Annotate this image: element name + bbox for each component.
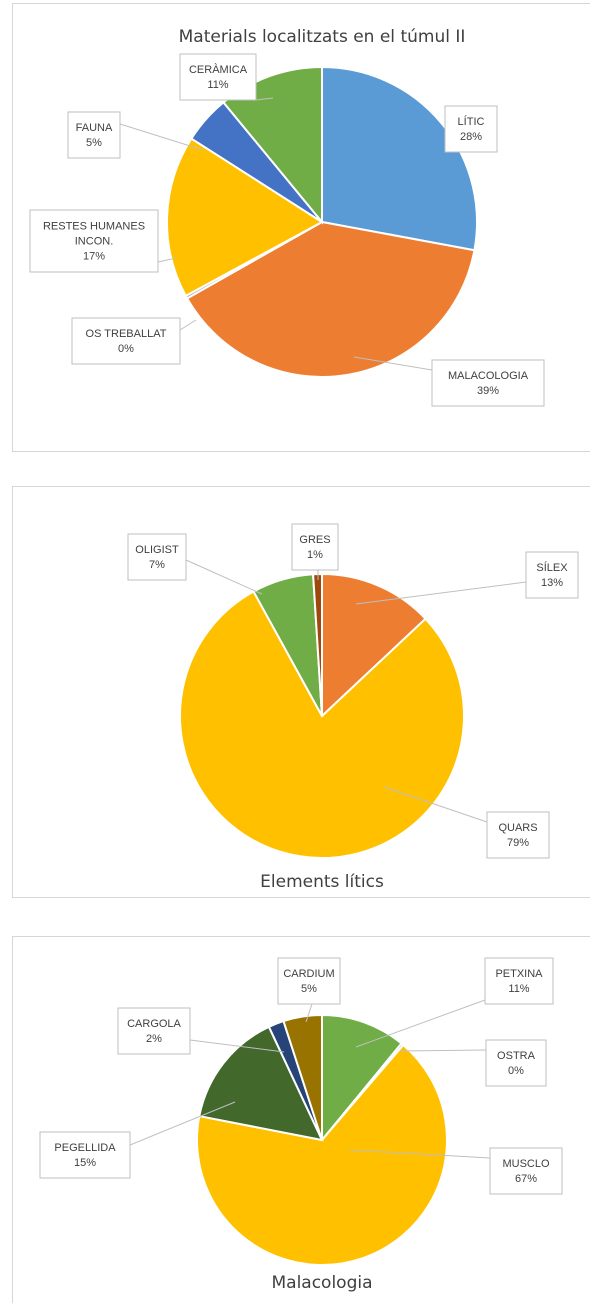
pie-slice-pegellida <box>198 1025 324 1142</box>
leader-line <box>305 1003 313 1023</box>
chart-title: Elements lítics <box>260 872 384 892</box>
data-label-ostra: OSTRA 0% <box>399 1039 547 1087</box>
label-box <box>29 209 159 273</box>
leader-line <box>189 1039 285 1053</box>
data-label-pegellida: PEGELLIDA 15% <box>39 1101 236 1179</box>
data-label-petxina: PETXINA 11% <box>355 957 554 1048</box>
label-category: SÍLEX <box>536 561 568 574</box>
leader-line <box>355 999 486 1048</box>
label-category: OLIGIST <box>135 544 179 556</box>
label-box <box>484 957 554 1005</box>
leader-line <box>399 1049 487 1052</box>
label-box <box>486 811 550 859</box>
data-label-musclo: MUSCLO 67% <box>349 1147 563 1195</box>
label-category: OS TREBALLAT <box>86 328 167 340</box>
label-percent: 39% <box>477 385 499 397</box>
label-percent: 2% <box>146 1033 162 1045</box>
leader-line <box>383 786 488 823</box>
label-box <box>444 105 498 153</box>
data-label-restes-humanes-incon: RESTES HUMANES INCON. 17% <box>29 209 177 273</box>
pie-slice-musclo <box>196 1043 448 1266</box>
label-percent: 11% <box>207 79 228 91</box>
chart-title: Materials localitzats en el túmul II <box>179 27 466 47</box>
label-category: PEGELLIDA <box>54 1142 116 1154</box>
data-label-silex: SÍLEX 13% <box>355 551 579 605</box>
label-box <box>431 359 545 407</box>
data-label-gres: GRES 1% <box>291 523 339 580</box>
data-label-ceramica: CERÀMICA 11% <box>179 53 274 101</box>
data-label-malacologia: MALACOLOGIA 39% <box>353 356 545 407</box>
label-category: PETXINA <box>495 968 543 980</box>
label-percent: 5% <box>301 983 317 995</box>
label-percent: 5% <box>86 137 102 149</box>
leader-line <box>353 356 433 371</box>
label-percent: 11% <box>508 983 529 995</box>
pie-chart-malacologia: Malacologia PETXINA 11% OSTRA 0% MUSCLO 67% PEG… <box>39 957 563 1293</box>
label-category: LÍTIC <box>458 115 485 128</box>
label-box <box>291 523 339 571</box>
data-label-cardium: CARDIUM 5% <box>277 957 341 1023</box>
label-category: MALACOLOGIA <box>448 370 529 382</box>
label-percent: 7% <box>149 559 165 571</box>
leader-line <box>355 581 527 605</box>
label-category: FAUNA <box>76 122 113 134</box>
label-box <box>67 111 121 159</box>
data-label-oligist: OLIGIST 7% <box>127 533 263 595</box>
pie-slice-restes-humanes-incon <box>166 137 324 298</box>
label-percent: 79% <box>507 837 529 849</box>
label-category: QUARS <box>498 822 537 834</box>
chart-title: Malacologia <box>271 1273 372 1293</box>
data-label-quars: QUARS 79% <box>383 786 550 859</box>
label-category: MUSCLO <box>502 1158 550 1170</box>
label-box <box>485 1039 547 1087</box>
label-box <box>117 1007 191 1055</box>
pie-chart-elements-litics: Elements lítics SÍLEX 13% QUARS 79% OLIGIST 7%… <box>127 523 579 892</box>
label-category: CARGOLA <box>127 1018 181 1030</box>
label-box <box>489 1147 563 1195</box>
label-box <box>127 533 187 581</box>
label-category: CARDIUM <box>283 968 334 980</box>
label-percent: 0% <box>118 343 134 355</box>
leader-line <box>255 97 274 101</box>
data-label-cargola: CARGOLA 2% <box>117 1007 285 1055</box>
label-percent: 67% <box>515 1173 537 1185</box>
label-box <box>525 551 579 599</box>
divider <box>12 451 590 452</box>
label-percent: 15% <box>74 1157 96 1169</box>
pie-slice-petxina <box>321 1013 403 1143</box>
pie-slice-malacologia <box>185 220 476 379</box>
label-percent: 28% <box>460 131 482 143</box>
pie-chart-materials-localitzats-en-el-tumul-ii: Materials localitzats en el túmul II LÍTI… <box>29 27 545 407</box>
label-category: OSTRA <box>497 1050 536 1062</box>
label-percent: 13% <box>541 577 563 589</box>
pie-slice-silex <box>321 572 427 719</box>
pie-slice-litic <box>321 65 478 252</box>
pie-slice-cardium <box>282 1013 323 1141</box>
leader-line <box>349 1149 491 1159</box>
label-category: CERÀMICA <box>189 63 248 76</box>
leader-line <box>129 1101 236 1146</box>
data-label-litic: LÍTIC 28% <box>444 105 498 153</box>
label-percent: 17% <box>83 251 105 263</box>
label-category: RESTES HUMANES <box>43 221 145 233</box>
pie-slice-quars <box>179 590 465 859</box>
leader-line <box>185 559 263 595</box>
label-box <box>277 957 341 1005</box>
data-label-os-treballat: OS TREBALLAT 0% <box>71 317 197 365</box>
leader-line <box>157 257 177 263</box>
data-label-fauna: FAUNA 5% <box>67 111 204 159</box>
label-box <box>71 317 181 365</box>
label-category: GRES <box>299 534 330 546</box>
leader-line <box>179 319 197 331</box>
label-percent: 1% <box>307 549 323 561</box>
label-category: INCON. <box>75 236 114 248</box>
leader-line <box>119 123 204 151</box>
label-box <box>179 53 257 101</box>
label-box <box>39 1131 131 1179</box>
label-percent: 0% <box>508 1065 524 1077</box>
